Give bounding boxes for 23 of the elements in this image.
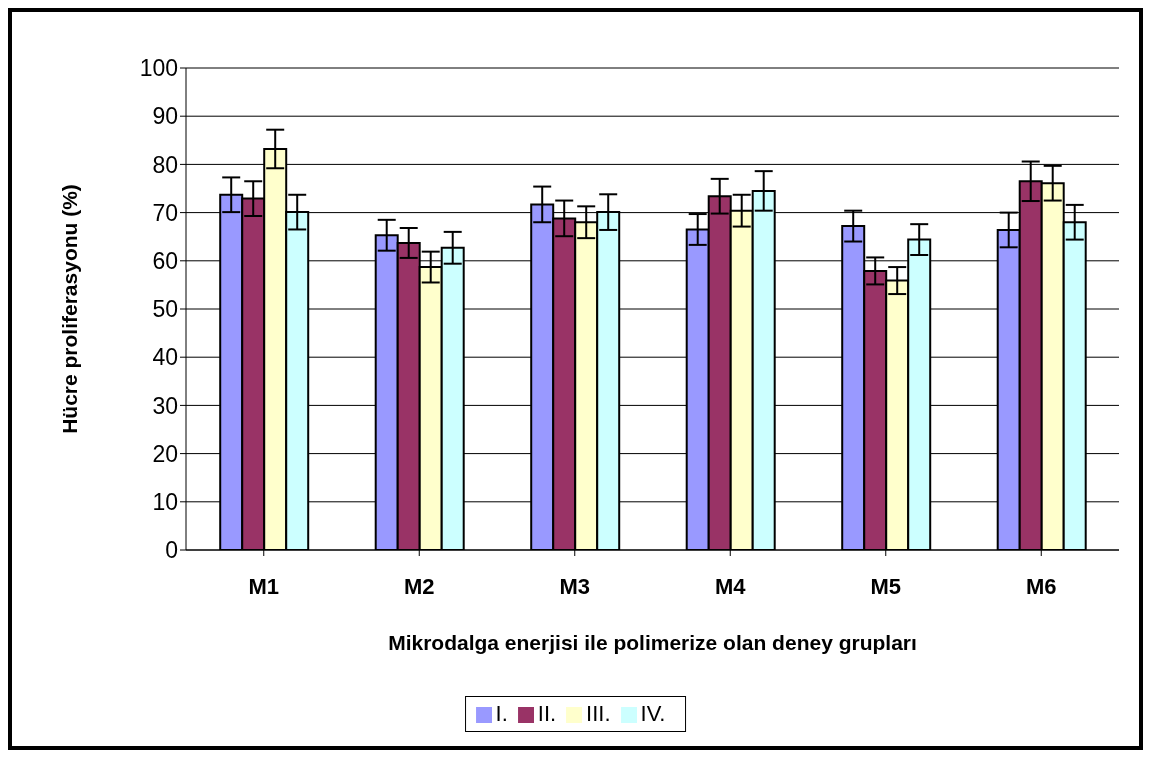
x-tick-label: M5 xyxy=(870,573,902,599)
legend-label: IV. xyxy=(640,701,666,726)
x-tick-label: M3 xyxy=(559,573,591,599)
legend-label: III. xyxy=(586,701,611,726)
y-tick-label: 20 xyxy=(152,440,178,467)
x-axis-title: Mikrodalga enerjisi ile polimerize olan deney grupları xyxy=(388,631,917,654)
x-tick-label: M6 xyxy=(1025,573,1057,599)
y-tick-label: 80 xyxy=(152,151,178,178)
y-tick-label: 60 xyxy=(152,247,178,274)
y-tick-label: 70 xyxy=(152,199,178,226)
y-tick-label: 10 xyxy=(152,488,178,515)
y-tick-label: 0 xyxy=(165,537,178,564)
y-tick-label: 90 xyxy=(152,103,178,130)
x-tick-label: M4 xyxy=(714,573,747,599)
y-tick-label: 40 xyxy=(152,344,178,371)
y-tick-label: 30 xyxy=(152,392,178,419)
x-tick-label: M1 xyxy=(248,573,280,599)
y-tick-label: 50 xyxy=(152,296,178,323)
legend-label: I. xyxy=(495,701,508,726)
legend-label: II. xyxy=(537,701,557,726)
x-tick-label: M2 xyxy=(403,573,435,599)
y-tick-label: 100 xyxy=(139,55,178,82)
y-axis-title: Hücre proliferasyonu (%) xyxy=(58,184,82,434)
